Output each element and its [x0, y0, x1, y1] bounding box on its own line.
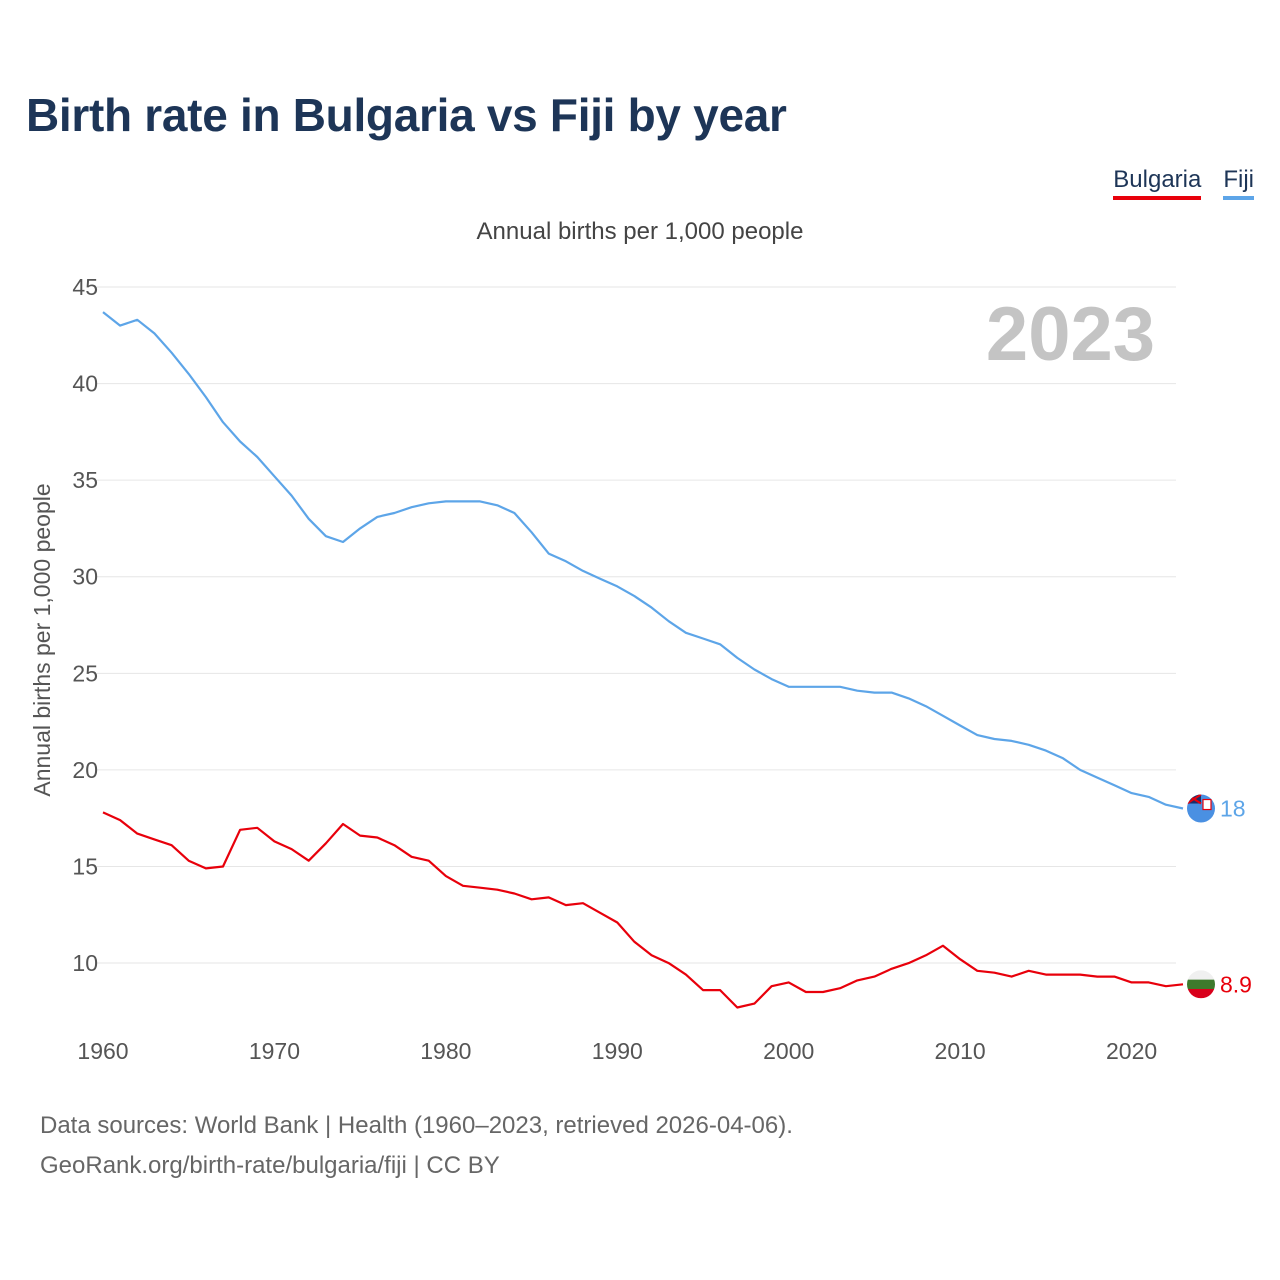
fiji-flag — [1187, 794, 1215, 823]
legend-item-bulgaria[interactable]: Bulgaria — [1113, 166, 1202, 200]
legend: Bulgaria Fiji — [1113, 166, 1254, 200]
x-tick-label: 1990 — [592, 1038, 643, 1064]
x-tick-label: 2000 — [763, 1038, 814, 1064]
bulgaria-flag — [1187, 970, 1215, 999]
y-tick-label: 40 — [72, 371, 98, 397]
x-tick-label: 1960 — [77, 1038, 128, 1064]
x-tick-label: 1970 — [249, 1038, 300, 1064]
y-tick-label: 10 — [72, 950, 98, 976]
x-tick-label: 1980 — [420, 1038, 471, 1064]
series-line-fiji — [102, 311, 1184, 810]
y-tick-label: 20 — [72, 757, 98, 783]
y-tick-label: 45 — [72, 274, 98, 300]
end-label-fiji: 18 — [1220, 796, 1246, 822]
data-source-note: Data sources: World Bank | Health (1960–… — [40, 1112, 793, 1139]
y-tick-label: 30 — [72, 564, 98, 590]
end-label-bulgaria: 8.9 — [1220, 971, 1252, 997]
footer: Data sources: World Bank | Health (1960–… — [40, 1106, 793, 1186]
y-tick-label: 15 — [72, 853, 98, 879]
credit-link[interactable]: GeoRank.org/birth-rate/bulgaria/fiji | C… — [40, 1152, 500, 1179]
y-tick-label: 25 — [72, 660, 98, 686]
year-watermark: 2023 — [986, 292, 1155, 377]
series-line-bulgaria — [102, 811, 1184, 1009]
legend-item-fiji[interactable]: Fiji — [1223, 166, 1254, 200]
chart-title: Birth rate in Bulgaria vs Fiji by year — [26, 89, 787, 141]
x-tick-label: 2020 — [1106, 1038, 1157, 1064]
y-axis-label: Annual births per 1,000 people — [29, 483, 55, 796]
x-tick-label: 2010 — [935, 1038, 986, 1064]
y-tick-label: 35 — [72, 467, 98, 493]
chart-subtitle: Annual births per 1,000 people — [476, 218, 804, 245]
